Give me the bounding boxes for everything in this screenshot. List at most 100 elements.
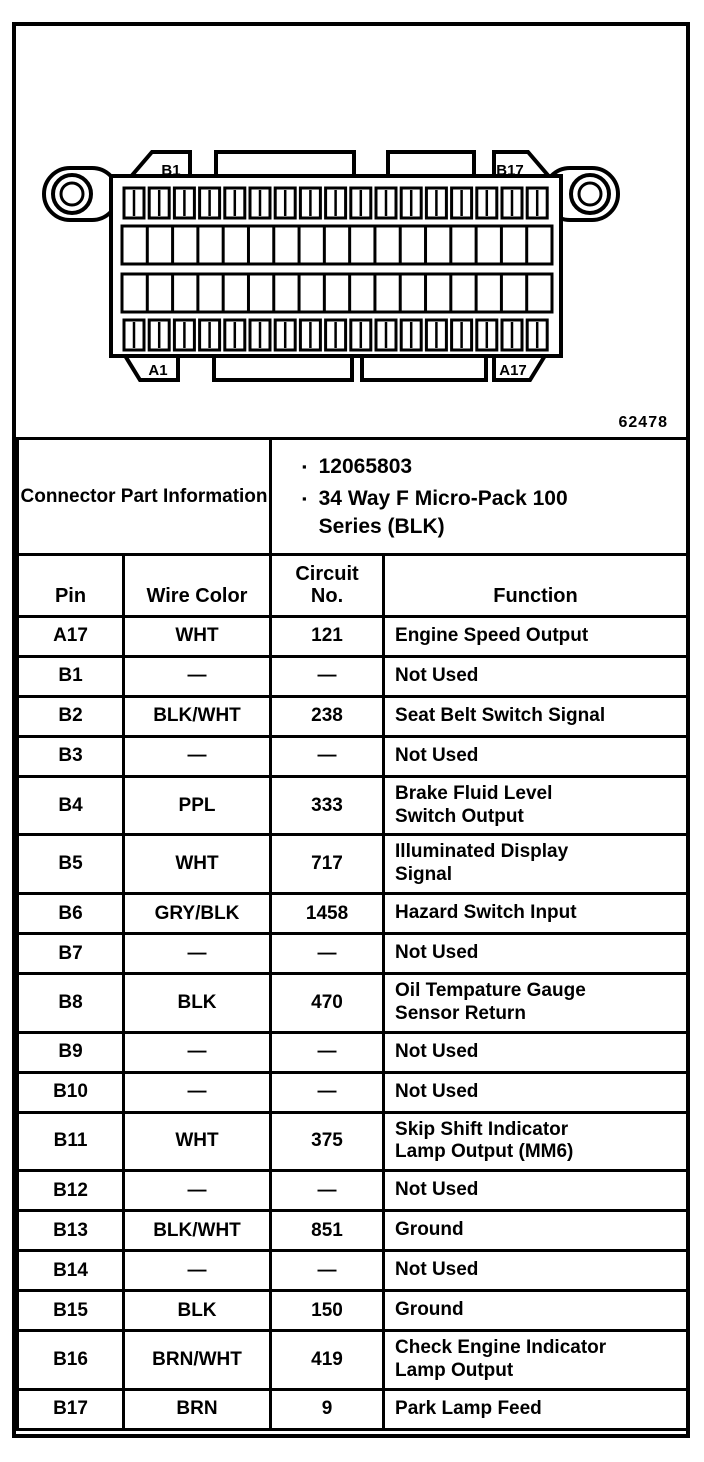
bolt-hole-inner-icon bbox=[59, 181, 85, 207]
pin-row-strip bbox=[120, 224, 554, 266]
pin-cell: B12 bbox=[16, 1169, 125, 1213]
pin-cavity-rows bbox=[120, 186, 554, 352]
pin-label-a1: A1 bbox=[148, 362, 167, 379]
wire-color-cell: BLK/WHT bbox=[121, 694, 273, 738]
table-row: B13 BLK/WHT 851 Ground bbox=[16, 1209, 690, 1253]
pin-cell: B7 bbox=[16, 932, 125, 976]
function-text: Not Used bbox=[395, 1080, 479, 1102]
part-info-item: ▪ 34 Way F Micro-Pack 100 Series (BLK) bbox=[302, 485, 686, 540]
table-row: B9— — Not Used bbox=[16, 1030, 690, 1074]
pin-cell: B9 bbox=[16, 1030, 125, 1074]
wire-color-cell: WHT bbox=[121, 833, 273, 896]
function-text: Not Used bbox=[395, 1179, 479, 1201]
function-cell: Check Engine Indicator Lamp Output bbox=[382, 1329, 690, 1391]
pin-cell: B6 bbox=[16, 892, 125, 936]
pin-cell: B8 bbox=[16, 972, 125, 1034]
circuit-no-cell: — bbox=[269, 734, 386, 778]
pin-label-b1: B1 bbox=[161, 162, 180, 179]
function-cell: Not Used bbox=[382, 654, 690, 698]
function-cell: Not Used bbox=[382, 1070, 690, 1114]
pin-cell: B3 bbox=[16, 734, 125, 778]
circuit-no-cell: — bbox=[269, 1169, 386, 1213]
wire-color-cell: BLK/WHT bbox=[121, 1209, 273, 1253]
pin-cell: B4 bbox=[16, 774, 125, 837]
table-row: B12— — Not Used bbox=[16, 1169, 690, 1213]
circuit-no-cell: 419 bbox=[269, 1329, 386, 1391]
circuit-no-cell: 238 bbox=[269, 694, 386, 738]
pin-cell: B17 bbox=[16, 1387, 125, 1431]
wire-color-cell: BRN/WHT bbox=[121, 1329, 273, 1391]
circuit-no-cell: — bbox=[269, 654, 386, 698]
table-row: B6 GRY/BLK 1458 Hazard Switch Input bbox=[16, 892, 690, 936]
pin-cell: B14 bbox=[16, 1249, 125, 1293]
wire-color-cell: PPL bbox=[121, 774, 273, 837]
function-text: Ground bbox=[395, 1219, 464, 1241]
function-text: Check Engine Indicator Lamp Output bbox=[395, 1337, 607, 1382]
table-row: B17 BRN 9 Park Lamp Feed bbox=[16, 1387, 690, 1431]
function-cell: Seat Belt Switch Signal bbox=[382, 694, 690, 738]
part-info-item: ▪ 12065803 bbox=[302, 453, 686, 480]
function-cell: Not Used bbox=[382, 1169, 690, 1213]
bolt-hole-inner-icon bbox=[577, 181, 603, 207]
pin-cell: B13 bbox=[16, 1209, 125, 1253]
wire-color-cell: GRY/BLK bbox=[121, 892, 273, 936]
header-pin: Pin bbox=[16, 552, 125, 618]
wire-color-cell: — bbox=[121, 1169, 273, 1213]
circuit-no-cell: — bbox=[269, 1249, 386, 1293]
pin-cell: B16 bbox=[16, 1329, 125, 1391]
table-row: B8 BLK 470 Oil Tempature Gauge Sensor Retur… bbox=[16, 972, 690, 1034]
function-text: Oil Tempature Gauge Sensor Return bbox=[395, 980, 586, 1024]
circuit-no-cell: 470 bbox=[269, 972, 386, 1034]
function-cell: Hazard Switch Input bbox=[382, 892, 690, 936]
circuit-no-cell: — bbox=[269, 1030, 386, 1074]
function-text: Seat Belt Switch Signal bbox=[395, 704, 606, 726]
function-cell: Engine Speed Output bbox=[382, 614, 690, 658]
pin-cell: B5 bbox=[16, 833, 125, 896]
page-frame: B1 B17 A1 A17 62478 Connector Part Infor… bbox=[12, 22, 690, 1438]
table-row: B16 BRN/WHT 419 Check Engine Indicator Lamp… bbox=[16, 1329, 690, 1391]
table-row: B1— — Not Used bbox=[16, 654, 690, 698]
pin-cell: B11 bbox=[16, 1110, 125, 1173]
function-cell: Not Used bbox=[382, 932, 690, 976]
function-text: Skip Shift Indicator Lamp Output (MM6) bbox=[395, 1118, 574, 1163]
table-row: B14— — Not Used bbox=[16, 1249, 690, 1293]
circuit-no-cell: — bbox=[269, 932, 386, 976]
wire-color-cell: BLK bbox=[121, 1289, 273, 1333]
function-text: Not Used bbox=[395, 1040, 479, 1062]
function-text: Park Lamp Feed bbox=[395, 1397, 542, 1419]
table-row: B11 WHT 375 Skip Shift Indicator Lamp Outpu… bbox=[16, 1110, 690, 1173]
wire-color-cell: BRN bbox=[121, 1387, 273, 1431]
pin-cell: B2 bbox=[16, 694, 125, 738]
column-header-row: Pin Wire Color Circuit No. Function bbox=[16, 552, 690, 618]
circuit-no-cell: 851 bbox=[269, 1209, 386, 1253]
wire-color-cell: — bbox=[121, 1249, 273, 1293]
table-row: B4 PPL 333 Brake Fluid Level Switch Output bbox=[16, 774, 690, 837]
part-info-label: Connector Part Information bbox=[15, 437, 273, 556]
wire-color-cell: BLK bbox=[121, 972, 273, 1034]
header-function: Function bbox=[382, 552, 690, 618]
part-info-items: ▪ 12065803 ▪ 34 Way F Micro-Pack 100 Ser… bbox=[269, 437, 690, 556]
function-text: Not Used bbox=[395, 1259, 479, 1281]
figure-number: 62478 bbox=[619, 414, 669, 431]
function-cell: Park Lamp Feed bbox=[382, 1387, 690, 1431]
circuit-no-cell: 375 bbox=[269, 1110, 386, 1173]
pin-cell: B10 bbox=[16, 1070, 125, 1114]
function-cell: Brake Fluid Level Switch Output bbox=[382, 774, 690, 837]
circuit-no-cell: 121 bbox=[269, 614, 386, 658]
function-text: Not Used bbox=[395, 744, 479, 766]
connector-type: 34 Way F Micro-Pack 100 Series (BLK) bbox=[318, 487, 568, 538]
function-cell: Skip Shift Indicator Lamp Output (MM6) bbox=[382, 1110, 690, 1173]
connector-face-diagram: B1 B17 A1 A17 62478 bbox=[42, 150, 669, 431]
header-circuit-no: Circuit No. bbox=[269, 552, 386, 618]
table-row: B10— — Not Used bbox=[16, 1070, 690, 1114]
wire-color-cell: — bbox=[121, 1030, 273, 1074]
function-cell: Not Used bbox=[382, 1249, 690, 1293]
function-cell: Ground bbox=[382, 1209, 690, 1253]
pin-cell: A17 bbox=[16, 614, 125, 658]
wire-color-cell: WHT bbox=[121, 614, 273, 658]
function-text: Illuminated Display Signal bbox=[395, 841, 569, 886]
pin-cell: B1 bbox=[16, 654, 125, 698]
table-row: B2 BLK/WHT 238 Seat Belt Switch Signal bbox=[16, 694, 690, 738]
pin-label-b17: B17 bbox=[496, 162, 524, 179]
